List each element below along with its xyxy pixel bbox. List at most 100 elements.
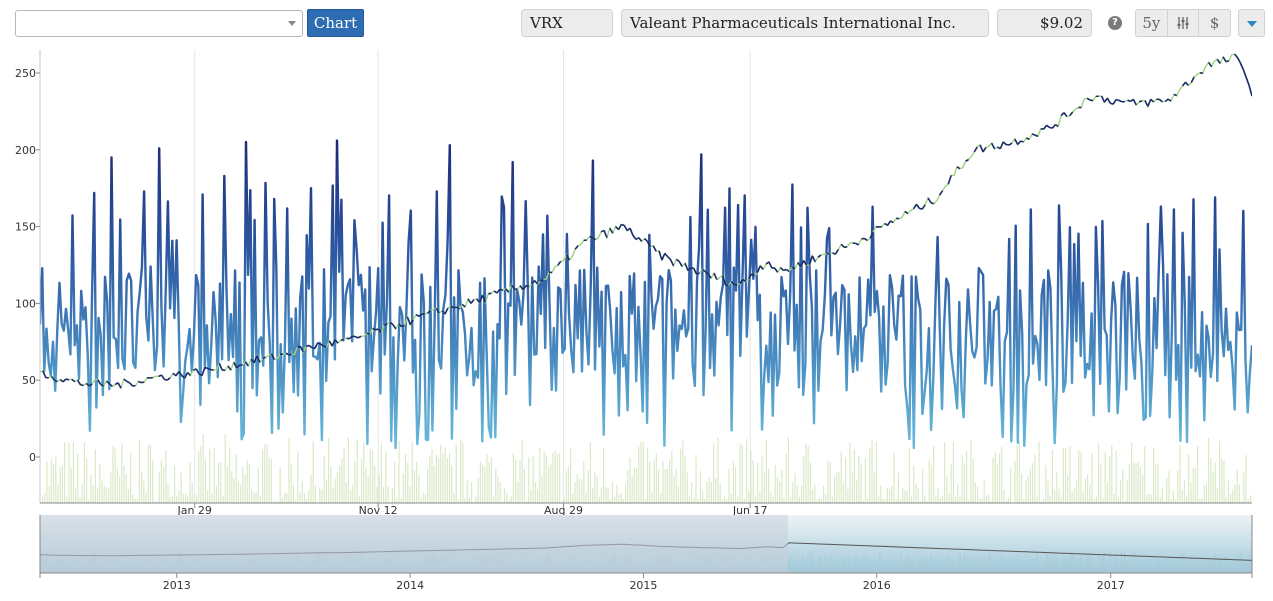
price-line-segment — [117, 382, 122, 389]
volume-bar — [59, 467, 61, 503]
price-line-segment — [401, 324, 405, 328]
volume-bar — [710, 481, 712, 503]
volume-bar — [231, 471, 233, 503]
price-line-segment — [990, 142, 996, 150]
price-line-segment — [956, 166, 961, 170]
volume-bar — [387, 486, 389, 503]
navigator-volume — [868, 568, 870, 573]
volume-bar — [1036, 497, 1038, 503]
range-5y-button[interactable]: 5y — [1136, 10, 1168, 36]
navigator-volume — [957, 560, 959, 573]
symbol-select[interactable] — [15, 10, 303, 37]
navigator-volume — [849, 555, 850, 573]
volume-bar — [275, 501, 277, 503]
volume-bar — [462, 443, 464, 503]
price-line-segment — [678, 261, 683, 267]
price-line-segment — [160, 374, 166, 380]
volume-bar — [662, 461, 664, 503]
navigator-volume — [1132, 567, 1134, 573]
volume-bar — [858, 456, 860, 503]
navigator-volume — [1044, 568, 1046, 573]
volume-bar — [1194, 467, 1196, 503]
volume-bar — [369, 448, 371, 503]
menu-dropdown-button[interactable] — [1238, 9, 1265, 37]
ticker-symbol-field[interactable]: VRX — [521, 9, 613, 37]
volume-bar — [125, 473, 127, 503]
navigator-volume — [1068, 557, 1070, 573]
chart-button[interactable]: Chart — [307, 9, 364, 37]
volume-bar — [251, 489, 253, 503]
volume-bar — [567, 466, 569, 503]
navigator-volume — [919, 560, 921, 573]
navigator-volume — [924, 556, 926, 573]
volume-bar — [149, 444, 151, 503]
navigator-volume — [917, 566, 919, 573]
help-icon[interactable]: ? — [1108, 16, 1122, 30]
volume-bar — [226, 466, 228, 503]
navigator-volume — [1066, 568, 1068, 573]
volume-bar — [1205, 483, 1207, 503]
volume-bar — [842, 483, 844, 503]
volume-bar — [765, 439, 767, 503]
y-tick-label: 150 — [15, 221, 36, 234]
price-line-segment — [270, 353, 276, 360]
navigator-volume — [853, 561, 855, 573]
navigator-volume — [1074, 567, 1076, 573]
settings-button[interactable] — [1168, 10, 1200, 36]
volume-bar — [198, 450, 200, 503]
navigator[interactable]: 2013 2014 2015 2016 2017 — [39, 515, 1253, 592]
price-line-segment — [965, 158, 969, 162]
volume-bar — [653, 460, 655, 503]
price-line-segment — [305, 344, 310, 348]
navigator-volume — [922, 560, 924, 573]
volume-bar — [664, 469, 666, 503]
price-line-segment — [591, 236, 596, 241]
navigator-volume — [1042, 568, 1044, 573]
navigator-volume — [1191, 553, 1193, 573]
price-line-segment — [684, 263, 689, 271]
volume-bar — [312, 441, 314, 503]
price-line-segment — [912, 203, 918, 210]
price-line-segment — [299, 345, 304, 353]
price-line-segment — [105, 380, 110, 385]
price-line-segment — [1112, 99, 1117, 105]
volume-bar — [556, 454, 558, 503]
price-line-segment — [1190, 76, 1195, 83]
volume-bar — [963, 463, 965, 503]
price-line-segment — [389, 321, 394, 326]
volume-bar — [737, 496, 739, 503]
volume-bar — [354, 461, 356, 503]
volume-bar — [233, 478, 235, 503]
volume-bar — [853, 449, 855, 503]
price-line-segment — [236, 364, 241, 369]
navigator-volume — [1002, 568, 1004, 573]
price-line-segment — [658, 250, 663, 261]
currency-button[interactable]: $ — [1209, 14, 1220, 32]
volume-bar — [913, 465, 915, 503]
navigator-volume — [1153, 568, 1154, 573]
price-line-segment — [320, 343, 324, 347]
volume-bar — [732, 460, 734, 503]
price-line-segment — [704, 270, 709, 275]
navigator-volume — [1145, 562, 1146, 573]
volume-bar — [820, 499, 822, 503]
navigator-volume — [1149, 565, 1151, 573]
volume-bar — [398, 440, 400, 503]
volume-bar — [787, 437, 789, 503]
volume-bar — [330, 466, 332, 503]
company-name-field[interactable]: Valeant Pharmaceuticals International In… — [621, 9, 989, 37]
navigator-volume — [1233, 566, 1234, 573]
navigator-volume — [1055, 557, 1057, 573]
navigator-volume — [1197, 568, 1199, 573]
chevron-down-icon[interactable] — [288, 21, 296, 26]
price-line-segment — [62, 378, 67, 383]
price-line-segment — [297, 345, 301, 348]
navigator-volume — [1245, 560, 1247, 573]
volume-bar — [187, 496, 189, 503]
volume-bar — [229, 447, 231, 503]
price-line-segment — [193, 368, 197, 371]
volume-bar — [266, 444, 268, 503]
volume-bar — [1190, 482, 1192, 503]
volume-bar — [521, 440, 523, 503]
